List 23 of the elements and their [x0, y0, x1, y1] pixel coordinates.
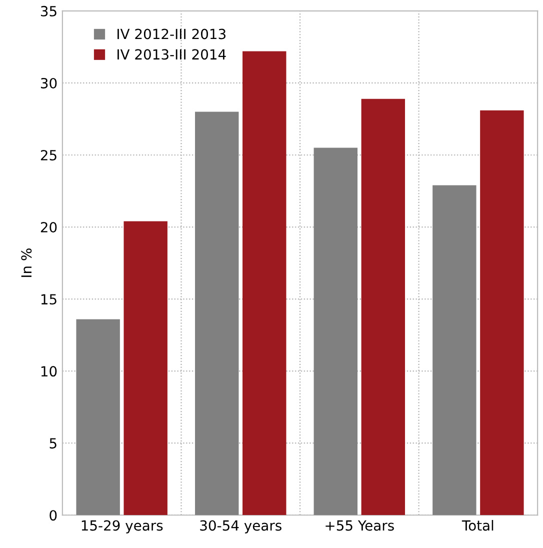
- x-tick-label: Total: [462, 520, 494, 531]
- bar: [480, 110, 524, 516]
- bar: [432, 185, 476, 516]
- y-tick-label: 25: [40, 150, 56, 160]
- y-tick-label: 0: [50, 510, 57, 521]
- y-tick-label: 10: [41, 366, 57, 377]
- y-tick-label: 30: [40, 78, 57, 88]
- y-tick-label: 20: [40, 222, 57, 233]
- x-tick-label: 15-29 years: [82, 520, 163, 534]
- y-axis-title: In %: [21, 248, 32, 277]
- legend-label: IV 2013-III 2014: [118, 49, 226, 60]
- y-tick-label: 35: [40, 6, 56, 16]
- x-tick-label: +55 Years: [326, 520, 394, 531]
- bar: [242, 51, 286, 516]
- x-tick-label: 30-54 years: [200, 520, 282, 534]
- legend-label: IV 2012-III 2013: [118, 28, 226, 40]
- bar: [314, 148, 358, 516]
- bar: [361, 98, 406, 516]
- y-tick-label: 15: [41, 294, 56, 305]
- y-tick-label: 5: [50, 438, 56, 449]
- bar: [76, 319, 120, 516]
- bar: [195, 112, 239, 516]
- bar: [124, 221, 168, 516]
